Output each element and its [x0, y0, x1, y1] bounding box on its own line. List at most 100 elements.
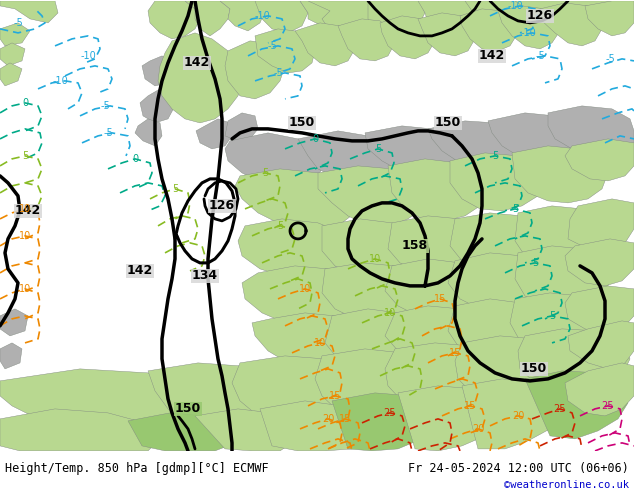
- Polygon shape: [158, 33, 242, 123]
- Text: -5: -5: [13, 18, 23, 28]
- Polygon shape: [255, 1, 308, 33]
- Polygon shape: [252, 313, 358, 369]
- Text: -10: -10: [52, 76, 68, 86]
- Text: 15: 15: [329, 391, 341, 401]
- Text: -5: -5: [103, 128, 113, 138]
- Polygon shape: [568, 199, 634, 251]
- Text: 15: 15: [464, 401, 476, 411]
- Polygon shape: [418, 1, 475, 33]
- Polygon shape: [338, 19, 395, 61]
- Polygon shape: [325, 309, 425, 373]
- Polygon shape: [488, 113, 578, 161]
- Text: 10: 10: [19, 204, 31, 214]
- Polygon shape: [142, 56, 175, 86]
- Text: 158: 158: [402, 240, 428, 252]
- Polygon shape: [398, 386, 498, 451]
- Polygon shape: [148, 1, 200, 39]
- Polygon shape: [385, 343, 498, 409]
- Text: 10: 10: [314, 338, 326, 348]
- Text: -5: -5: [100, 101, 110, 111]
- Polygon shape: [565, 286, 634, 333]
- Polygon shape: [318, 166, 425, 226]
- Text: -5: -5: [605, 54, 615, 64]
- Polygon shape: [322, 263, 422, 323]
- Polygon shape: [148, 363, 278, 429]
- Polygon shape: [128, 413, 228, 451]
- Polygon shape: [510, 293, 608, 356]
- Text: ©weatheronline.co.uk: ©weatheronline.co.uk: [504, 480, 629, 490]
- Text: 25: 25: [602, 401, 614, 411]
- Polygon shape: [565, 239, 634, 286]
- Polygon shape: [418, 13, 475, 56]
- Polygon shape: [0, 309, 28, 336]
- Polygon shape: [235, 169, 358, 229]
- Text: 5: 5: [262, 168, 268, 178]
- Polygon shape: [462, 379, 562, 449]
- Text: 5: 5: [375, 144, 381, 154]
- Text: 142: 142: [184, 56, 210, 70]
- Text: -10: -10: [80, 51, 96, 61]
- Polygon shape: [512, 146, 608, 203]
- Text: 5: 5: [277, 221, 283, 231]
- Text: 10: 10: [19, 284, 31, 294]
- Polygon shape: [388, 216, 485, 276]
- Polygon shape: [332, 393, 435, 451]
- Polygon shape: [308, 1, 375, 39]
- Polygon shape: [255, 29, 315, 73]
- Text: 5: 5: [549, 311, 555, 321]
- Text: 134: 134: [192, 270, 218, 282]
- Text: -10: -10: [507, 1, 523, 11]
- Text: 0: 0: [132, 154, 138, 164]
- Polygon shape: [450, 153, 545, 211]
- Text: -5: -5: [273, 68, 283, 78]
- Text: 20: 20: [322, 414, 334, 424]
- Text: 126: 126: [527, 9, 553, 23]
- Polygon shape: [568, 321, 634, 369]
- Text: 5: 5: [512, 204, 518, 214]
- Text: 150: 150: [521, 363, 547, 375]
- Text: -10: -10: [520, 28, 536, 38]
- Polygon shape: [385, 306, 485, 369]
- Text: 15: 15: [339, 414, 351, 424]
- Text: 10: 10: [369, 254, 381, 264]
- Polygon shape: [380, 16, 435, 59]
- Polygon shape: [232, 356, 358, 423]
- Text: 150: 150: [435, 117, 461, 129]
- Polygon shape: [585, 1, 634, 36]
- Text: 5: 5: [492, 151, 498, 161]
- Polygon shape: [295, 23, 355, 66]
- Text: -5: -5: [267, 41, 277, 51]
- Polygon shape: [565, 1, 634, 33]
- Polygon shape: [195, 409, 292, 451]
- Text: 150: 150: [175, 402, 201, 416]
- Polygon shape: [518, 329, 630, 396]
- Polygon shape: [388, 159, 485, 221]
- Text: 15: 15: [434, 294, 446, 304]
- Text: 126: 126: [209, 199, 235, 212]
- Polygon shape: [242, 266, 355, 326]
- Text: 5: 5: [532, 258, 538, 268]
- Text: -10: -10: [254, 11, 270, 21]
- Polygon shape: [0, 63, 22, 86]
- Text: Height/Temp. 850 hPa [gdmp][°C] ECMWF: Height/Temp. 850 hPa [gdmp][°C] ECMWF: [5, 462, 269, 475]
- Polygon shape: [540, 3, 602, 46]
- Polygon shape: [225, 133, 325, 186]
- Text: 142: 142: [15, 204, 41, 218]
- Polygon shape: [515, 1, 575, 29]
- Polygon shape: [548, 106, 634, 161]
- Text: 10: 10: [384, 308, 396, 318]
- Polygon shape: [460, 9, 518, 51]
- Polygon shape: [220, 1, 265, 31]
- Polygon shape: [525, 371, 628, 439]
- Text: Fr 24-05-2024 12:00 UTC (06+06): Fr 24-05-2024 12:00 UTC (06+06): [408, 462, 629, 475]
- Polygon shape: [260, 401, 365, 451]
- Text: 5: 5: [22, 151, 28, 161]
- Polygon shape: [455, 336, 565, 403]
- Polygon shape: [0, 43, 25, 66]
- Polygon shape: [0, 343, 22, 369]
- Polygon shape: [565, 139, 634, 181]
- Text: 10: 10: [19, 231, 31, 241]
- Text: -5: -5: [535, 51, 545, 61]
- Polygon shape: [315, 349, 432, 419]
- Polygon shape: [515, 206, 612, 269]
